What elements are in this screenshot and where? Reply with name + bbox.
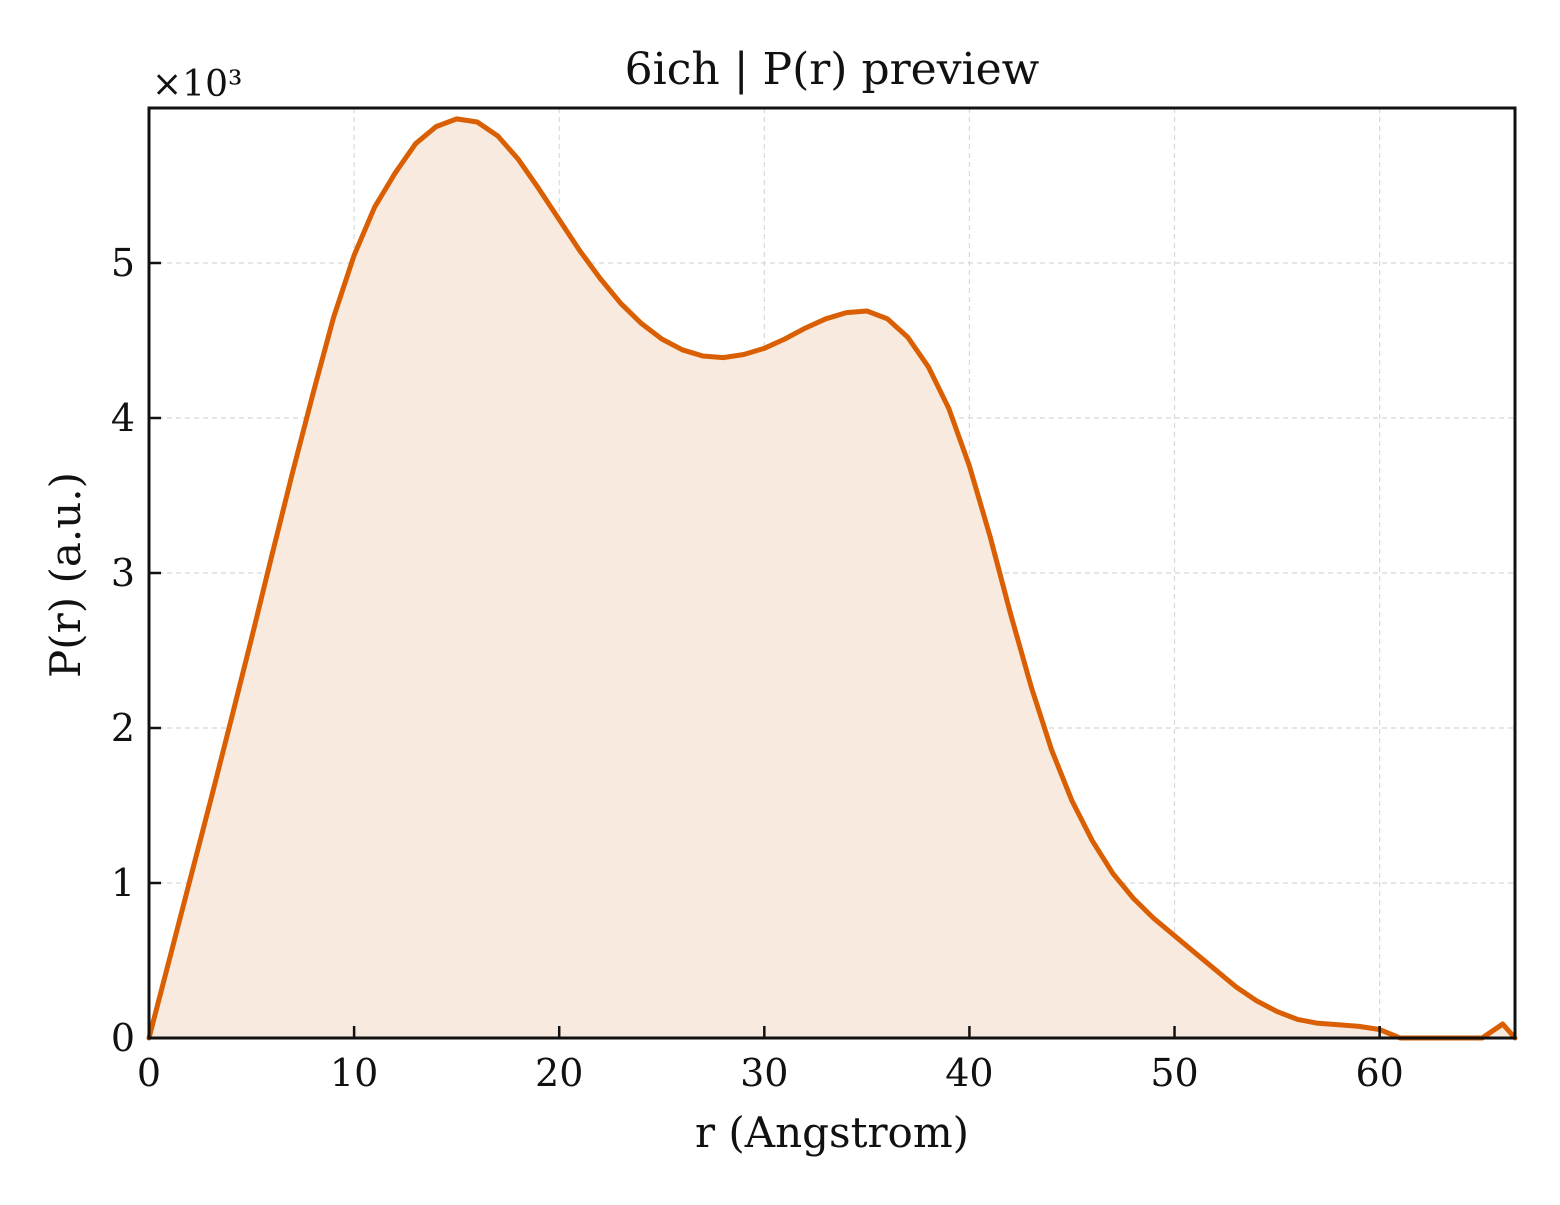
- pr-series-line: [146, 116, 1518, 1041]
- y-tick-label: 4: [111, 396, 135, 440]
- x-tick-label: 20: [535, 1051, 583, 1095]
- chart-title: 6ich | P(r) preview: [625, 44, 1040, 95]
- x-tick-label: 40: [945, 1051, 993, 1095]
- x-axis-label: r (Angstrom): [695, 1108, 969, 1157]
- y-axis-label: P(r) (a.u.): [41, 472, 90, 678]
- y-tick-label: 0: [111, 1016, 135, 1060]
- x-tick-label: 10: [330, 1051, 378, 1095]
- y-tick-label: 2: [111, 706, 135, 750]
- x-tick-label: 0: [137, 1051, 161, 1095]
- ticks: 0 10 20 30 40 50 60 0 1 2 3 4 5: [111, 241, 1404, 1095]
- y-multiplier-label: ×10³: [152, 64, 242, 105]
- y-tick-label: 5: [111, 241, 135, 285]
- x-tick-label: 50: [1150, 1051, 1198, 1095]
- x-tick-label: 30: [740, 1051, 788, 1095]
- x-tick-label: 60: [1355, 1051, 1403, 1095]
- y-tick-label: 1: [111, 861, 135, 905]
- y-tick-label: 3: [111, 551, 135, 595]
- pr-area-fill: [149, 118, 1515, 1038]
